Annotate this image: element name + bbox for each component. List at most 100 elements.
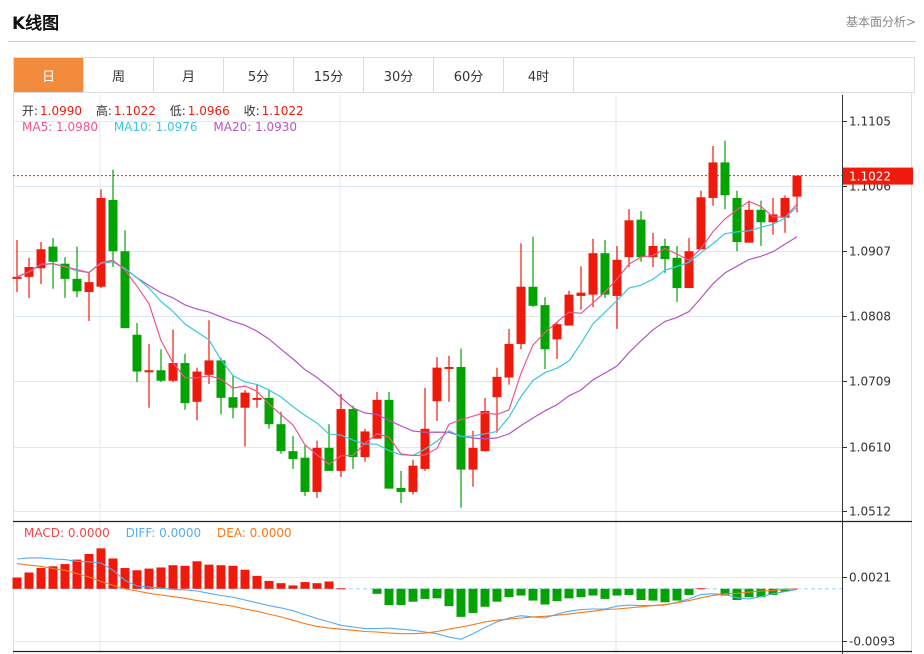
candle-body-up (516, 286, 526, 344)
macd-bar-negative (444, 588, 454, 607)
tab-4hour[interactable]: 4时 (504, 58, 574, 92)
diff-value: DIFF: 0.0000 (125, 526, 202, 540)
open-label: 开: (22, 104, 39, 118)
candle-body-up (144, 370, 154, 373)
candle-body-up (492, 376, 502, 398)
macd-bar-positive (696, 588, 706, 590)
candle-body-down (288, 451, 298, 460)
macd-bar-negative (516, 588, 526, 596)
ma-legend: MA5: 1.0980 MA10: 1.0976 MA20: 1.0930 (22, 120, 299, 134)
macd-bar-negative (540, 588, 550, 605)
candle-body-up (468, 447, 478, 470)
candle-body-down (72, 278, 82, 292)
macd-bar-positive (192, 561, 202, 589)
macd-bar-positive (288, 585, 298, 589)
tab-5min[interactable]: 5分 (224, 58, 294, 92)
candle-body-down (660, 245, 670, 260)
tab-day[interactable]: 日 (14, 58, 84, 92)
macd-bar-negative (780, 588, 790, 592)
macd-bar-positive (228, 565, 238, 589)
price-tick-label: 1.0610 (849, 441, 891, 455)
candle-body-up (576, 292, 586, 296)
macd-bar-negative (384, 588, 394, 606)
macd-bar-positive (168, 565, 178, 589)
low-label: 低: (169, 104, 186, 118)
candle-body-down (120, 251, 130, 329)
candle-body-down (540, 305, 550, 350)
ma5-value: MA5: 1.0980 (22, 120, 99, 134)
macd-bar-positive (144, 568, 154, 589)
macd-bar-positive (120, 568, 130, 589)
macd-bar-positive (132, 570, 142, 589)
macd-bar-negative (672, 588, 682, 601)
candle-body-down (348, 409, 358, 458)
candle-body-down (384, 399, 394, 489)
candle-body-down (720, 162, 730, 196)
candle-body-up (696, 197, 706, 250)
macd-legend: MACD: 0.0000 DIFF: 0.0000 DEA: 0.0000 (24, 526, 294, 540)
page-title: K线图 (12, 14, 60, 34)
macd-bar-negative (684, 588, 694, 595)
candle-body-down (156, 370, 166, 381)
macd-bar-negative (768, 588, 778, 595)
candle-body-down (132, 334, 142, 372)
macd-bar-negative (744, 588, 754, 598)
macd-bar-negative (480, 588, 490, 607)
macd-bar-positive (12, 577, 22, 589)
candle-body-up (84, 282, 94, 292)
macd-bar-negative (612, 588, 622, 596)
dea-line (16, 562, 798, 635)
ma5-line (16, 200, 798, 465)
macd-bar-negative (588, 588, 598, 596)
macd-bar-positive (252, 575, 262, 589)
macd-bar-positive (84, 553, 94, 589)
candle-body-up (36, 249, 46, 269)
candle-body-down (672, 257, 682, 289)
tab-month[interactable]: 月 (154, 58, 224, 92)
macd-bar-negative (600, 588, 610, 599)
candle-body-up (708, 162, 718, 198)
tab-week[interactable]: 周 (84, 58, 154, 92)
candle-body-down (396, 487, 406, 492)
fundamental-analysis-link[interactable]: 基本面分析> (845, 15, 916, 29)
macd-bar-positive (240, 569, 250, 589)
candle-body-down (456, 366, 466, 470)
macd-bar-positive (264, 580, 274, 589)
macd-bar-negative (564, 588, 574, 599)
macd-bar-negative (528, 588, 538, 601)
macd-bar-negative (408, 588, 418, 602)
candle-body-up (744, 209, 754, 243)
macd-bar-positive (36, 568, 46, 589)
candle-body-down (300, 457, 310, 492)
macd-bar-negative (372, 588, 382, 594)
candle-body-down (108, 199, 118, 252)
macd-bar-positive (60, 564, 70, 589)
macd-bar-negative (636, 588, 646, 601)
macd-bar-negative (648, 588, 658, 601)
candle-body-up (252, 397, 262, 400)
candle-body-down (228, 397, 238, 408)
macd-value: MACD: 0.0000 (24, 526, 110, 540)
dea-value: DEA: 0.0000 (216, 526, 292, 540)
ma20-value: MA20: 1.0930 (213, 120, 298, 134)
tab-30min[interactable]: 30分 (364, 58, 434, 92)
macd-bar-positive (96, 548, 106, 589)
macd-bar-positive (24, 572, 34, 589)
ma10-value: MA10: 1.0976 (113, 120, 198, 134)
candle-body-up (564, 294, 574, 326)
candle-body-up (648, 245, 658, 258)
tab-15min[interactable]: 15分 (294, 58, 364, 92)
tab-60min[interactable]: 60分 (434, 58, 504, 92)
macd-bar-negative (456, 588, 466, 617)
close-label: 收: (243, 104, 260, 118)
candle-body-up (480, 411, 490, 452)
macd-bar-positive (336, 588, 346, 590)
last-price-badge (843, 167, 913, 185)
macd-bar-positive (180, 565, 190, 589)
candle-body-down (732, 197, 742, 243)
price-tick-label: 1.1105 (849, 115, 891, 129)
macd-bar-positive (48, 566, 58, 589)
candle-body-up (336, 409, 346, 471)
candle-body-down (600, 253, 610, 295)
